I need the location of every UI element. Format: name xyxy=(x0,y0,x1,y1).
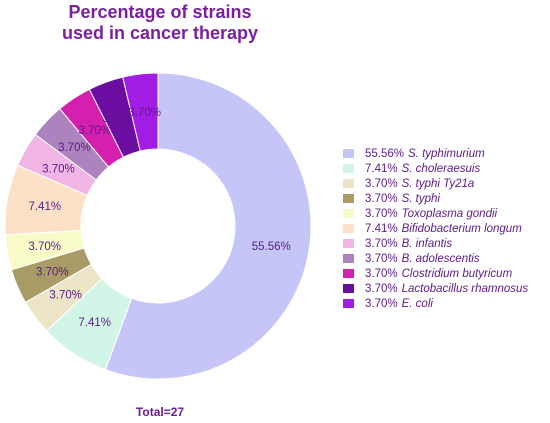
chart-legend: 55.56% S. typhimurium 7.41% S. choleraesuis… xyxy=(343,146,528,311)
legend-item-5: 7.41% Bifidobacterium longum xyxy=(343,221,528,236)
slice-label-4: 3.70% xyxy=(28,241,61,253)
legend-label: Bifidobacterium longum xyxy=(401,222,522,235)
legend-percent: 3.70% xyxy=(365,192,398,205)
legend-percent: 3.70% xyxy=(365,297,398,310)
legend-swatch xyxy=(343,149,354,158)
legend-percent: 3.70% xyxy=(365,207,398,220)
legend-item-9: 3.70% Lactobacillus rhamnosus xyxy=(343,281,528,296)
legend-swatch xyxy=(343,299,354,308)
legend-item-10: 3.70% E. coli xyxy=(343,296,528,311)
donut-slice-10 xyxy=(122,72,159,152)
legend-item-6: 3.70% B. infantis xyxy=(343,236,528,251)
donut-slice-0 xyxy=(104,72,312,380)
legend-item-3: 3.70% S. typhi xyxy=(343,191,528,206)
slice-label-5: 7.41% xyxy=(28,201,61,213)
slice-label-6: 3.70% xyxy=(42,163,75,175)
legend-swatch xyxy=(343,209,354,218)
legend-item-8: 3.70% Clostridium butyricum xyxy=(343,266,528,281)
slice-label-8: 3.70% xyxy=(79,125,112,137)
legend-item-4: 3.70% Toxoplasma gondii xyxy=(343,206,528,221)
legend-label: E. coli xyxy=(401,297,433,310)
legend-percent: 55.56% xyxy=(365,147,405,160)
legend-label: S. typhimurium xyxy=(408,147,485,160)
legend-percent: 7.41% xyxy=(365,162,398,175)
legend-swatch xyxy=(343,284,354,293)
legend-label: Toxoplasma gondii xyxy=(401,207,498,220)
total-label: Total=27 xyxy=(135,405,185,419)
slice-label-1: 7.41% xyxy=(78,317,111,329)
legend-swatch xyxy=(343,179,354,188)
legend-label: B. adolescentis xyxy=(401,252,480,265)
slice-label-7: 3.70% xyxy=(58,142,91,154)
legend-label: S. typhi Ty21a xyxy=(401,177,475,190)
legend-swatch xyxy=(343,194,354,203)
slice-label-10: 3.70% xyxy=(128,107,161,119)
slice-label-0: 55.56% xyxy=(252,241,291,253)
legend-item-7: 3.70% B. adolescentis xyxy=(343,251,528,266)
legend-item-2: 3.70% S. typhi Ty21a xyxy=(343,176,528,191)
legend-percent: 3.70% xyxy=(365,282,398,295)
legend-item-0: 55.56% S. typhimurium xyxy=(343,146,528,161)
legend-label: Clostridium butyricum xyxy=(401,267,513,280)
slice-label-9: 3.70% xyxy=(102,113,135,125)
legend-label: Lactobacillus rhamnosus xyxy=(401,282,529,295)
legend-swatch xyxy=(343,164,354,173)
chart-title-line-1: Percentage of strains xyxy=(68,2,252,22)
slice-label-2: 3.70% xyxy=(49,290,82,302)
slice-label-3: 3.70% xyxy=(36,266,69,278)
legend-swatch xyxy=(343,254,354,263)
legend-label: S. typhi xyxy=(401,192,440,205)
chart-title-line-2: used in cancer therapy xyxy=(61,23,259,43)
legend-percent: 3.70% xyxy=(365,252,398,265)
legend-swatch xyxy=(343,239,354,248)
legend-label: B. infantis xyxy=(401,237,453,250)
legend-swatch xyxy=(343,269,354,278)
legend-percent: 3.70% xyxy=(365,177,398,190)
legend-item-1: 7.41% S. choleraesuis xyxy=(343,161,528,176)
legend-label: S. choleraesuis xyxy=(401,162,481,175)
legend-swatch xyxy=(343,224,354,233)
legend-percent: 3.70% xyxy=(365,267,398,280)
legend-percent: 7.41% xyxy=(365,222,398,235)
legend-percent: 3.70% xyxy=(365,237,398,250)
